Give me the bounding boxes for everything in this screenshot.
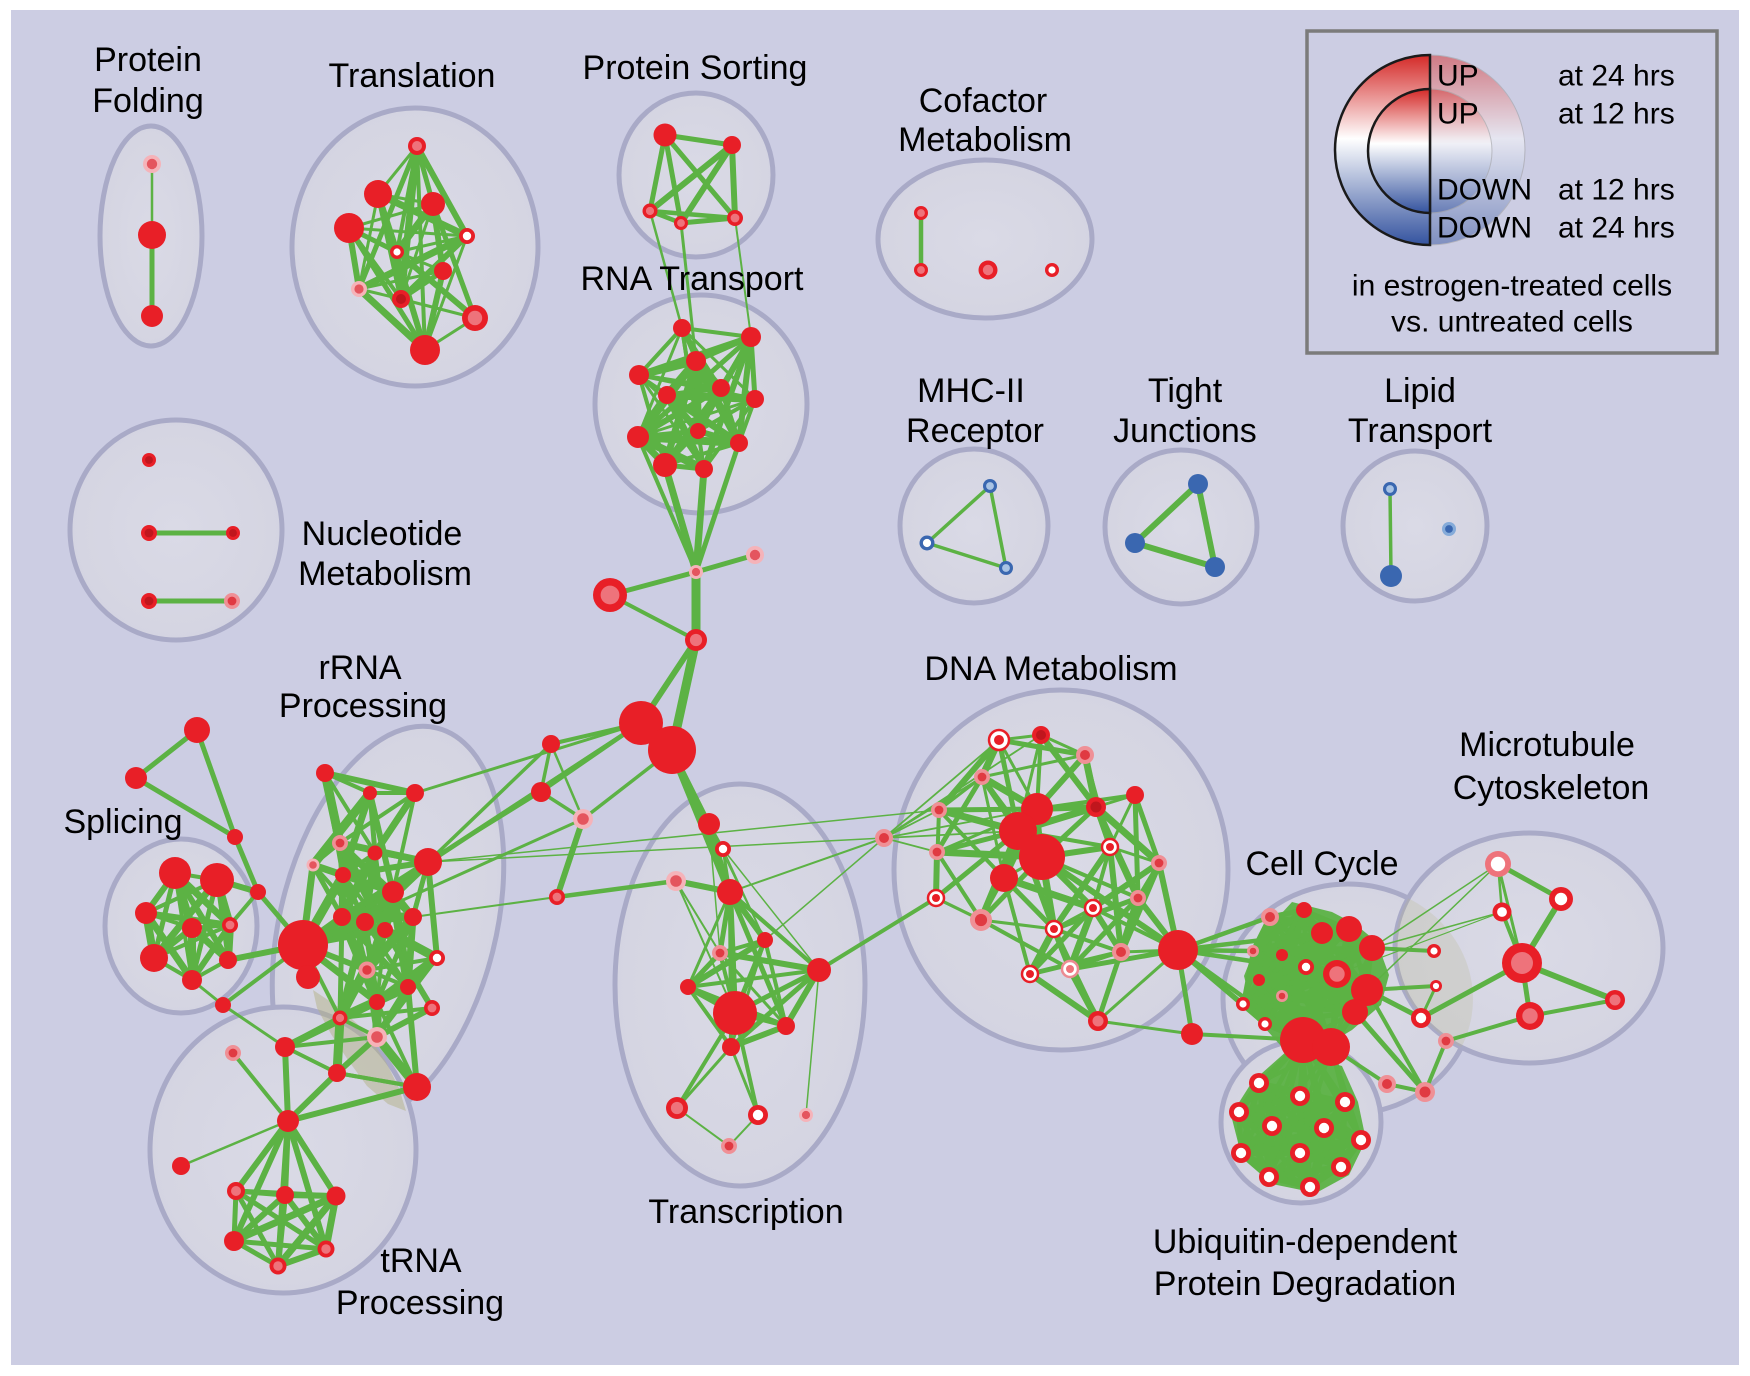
svg-text:Lipid: Lipid: [1384, 372, 1456, 410]
svg-text:DOWN: DOWN: [1437, 212, 1532, 245]
svg-text:MHC-II: MHC-II: [917, 372, 1025, 410]
svg-text:at 12 hrs: at 12 hrs: [1558, 98, 1675, 131]
svg-text:RNA Transport: RNA Transport: [581, 260, 805, 298]
svg-text:Protein Sorting: Protein Sorting: [583, 49, 808, 87]
svg-text:Tight: Tight: [1148, 372, 1223, 410]
svg-text:Ubiquitin-dependent: Ubiquitin-dependent: [1153, 1223, 1458, 1261]
svg-text:UP: UP: [1437, 60, 1479, 93]
svg-text:Folding: Folding: [92, 82, 204, 120]
svg-text:Protein Degradation: Protein Degradation: [1154, 1265, 1456, 1303]
svg-text:Nucleotide: Nucleotide: [302, 515, 463, 553]
svg-text:in estrogen-treated cells: in estrogen-treated cells: [1352, 270, 1672, 303]
svg-text:at 24 hrs: at 24 hrs: [1558, 212, 1675, 245]
svg-text:DNA Metabolism: DNA Metabolism: [924, 650, 1177, 688]
svg-text:UP: UP: [1437, 98, 1479, 131]
svg-text:Translation: Translation: [329, 57, 496, 95]
svg-text:Cofactor: Cofactor: [919, 82, 1048, 120]
svg-text:Processing: Processing: [336, 1284, 504, 1322]
svg-text:vs. untreated cells: vs. untreated cells: [1391, 306, 1633, 339]
svg-text:Protein: Protein: [94, 41, 202, 79]
svg-text:at 24 hrs: at 24 hrs: [1558, 60, 1675, 93]
svg-text:Processing: Processing: [279, 687, 447, 725]
svg-text:Receptor: Receptor: [906, 412, 1044, 450]
svg-text:Metabolism: Metabolism: [898, 121, 1072, 159]
svg-text:Microtubule: Microtubule: [1459, 726, 1635, 764]
svg-text:rRNA: rRNA: [318, 649, 401, 687]
svg-text:Transport: Transport: [1348, 412, 1493, 450]
svg-text:Cell Cycle: Cell Cycle: [1245, 845, 1398, 883]
svg-text:Cytoskeleton: Cytoskeleton: [1453, 769, 1650, 807]
svg-text:tRNA: tRNA: [380, 1242, 462, 1280]
svg-text:Metabolism: Metabolism: [298, 555, 472, 593]
svg-text:Junctions: Junctions: [1113, 412, 1257, 450]
svg-text:Transcription: Transcription: [648, 1193, 843, 1231]
svg-text:Splicing: Splicing: [63, 803, 182, 841]
svg-text:at 12 hrs: at 12 hrs: [1558, 174, 1675, 207]
svg-text:DOWN: DOWN: [1437, 174, 1532, 207]
